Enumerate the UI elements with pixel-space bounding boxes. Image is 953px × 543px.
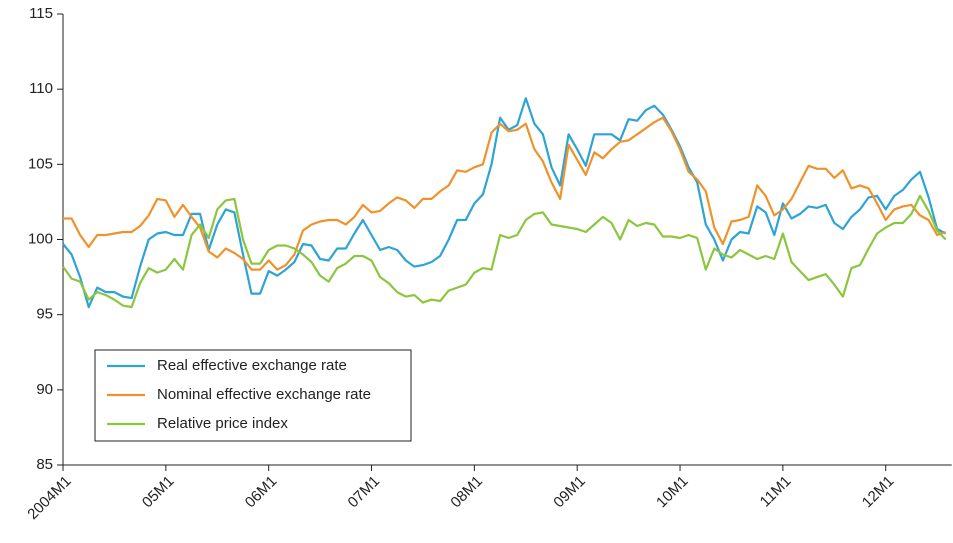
x-tick-label: 07M1 bbox=[345, 473, 384, 512]
y-tick-label: 105 bbox=[28, 155, 53, 172]
series-line bbox=[62, 97, 947, 309]
legend-label: Nominal effective exchange rate bbox=[157, 386, 371, 403]
y-tick-label: 90 bbox=[36, 381, 53, 398]
y-tick-label: 95 bbox=[36, 306, 53, 323]
x-tick-label: 12M1 bbox=[859, 473, 898, 512]
x-tick-label: 08M1 bbox=[447, 473, 486, 512]
x-tick-label: 11M1 bbox=[757, 473, 795, 511]
series-line bbox=[62, 194, 947, 309]
legend-label: Relative price index bbox=[157, 415, 288, 432]
y-tick-label: 100 bbox=[28, 230, 53, 247]
legend-box bbox=[94, 349, 412, 442]
y-tick-label: 85 bbox=[36, 456, 53, 473]
x-tick-label: 05M1 bbox=[139, 473, 178, 512]
y-tick-label: 110 bbox=[29, 80, 53, 97]
x-tick-label: 06M1 bbox=[242, 473, 281, 512]
y-tick-label: 115 bbox=[29, 5, 53, 22]
legend: Real effective exchange rate Nominal effe… bbox=[94, 349, 412, 442]
x-tick-label: 10M1 bbox=[653, 473, 692, 512]
legend-label: Real effective exchange rate bbox=[157, 357, 347, 374]
x-tick-label: 2004M1 bbox=[24, 473, 74, 523]
series-line bbox=[63, 116, 947, 271]
x-tick-label: 09M1 bbox=[550, 473, 589, 512]
